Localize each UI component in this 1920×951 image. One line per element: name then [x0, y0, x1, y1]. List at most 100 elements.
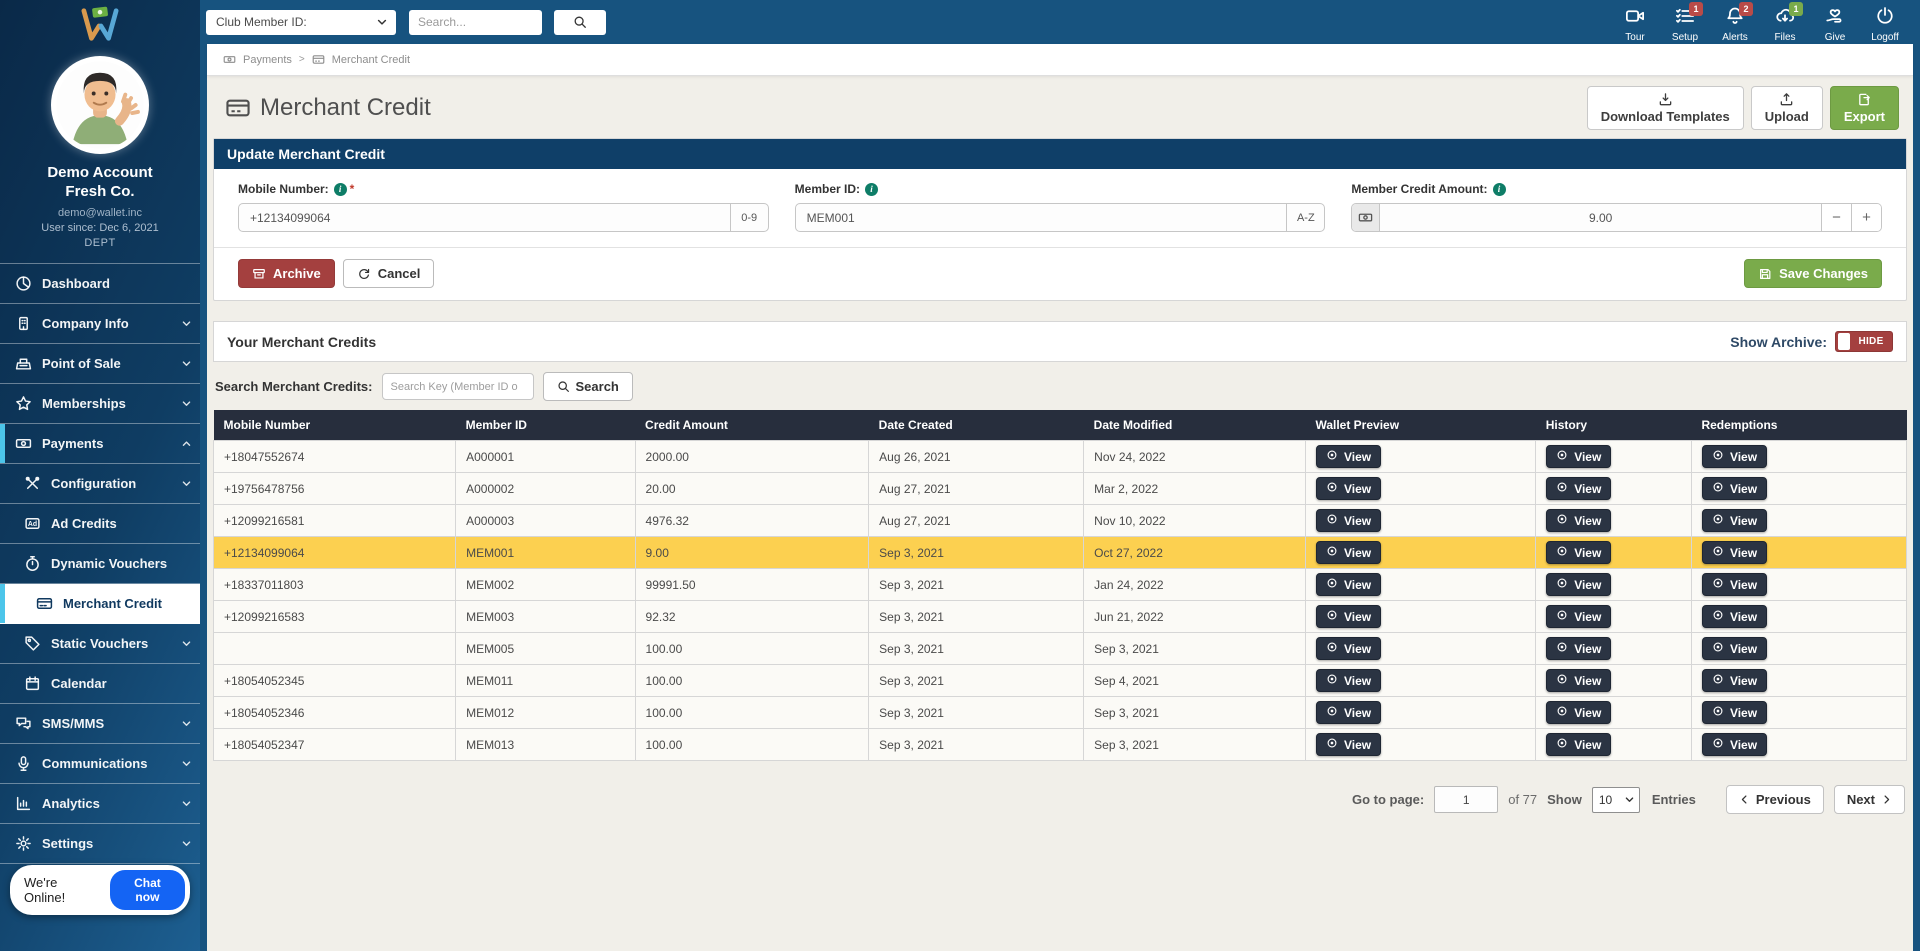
sidebar-item-payments[interactable]: Payments [0, 423, 200, 464]
history-view-button[interactable]: View [1546, 701, 1612, 724]
sidebar-item-label: Communications [42, 755, 148, 771]
next-page-button[interactable]: Next [1833, 785, 1905, 814]
redemptions-view-button[interactable]: View [1701, 509, 1768, 532]
history-view-button[interactable]: View [1546, 733, 1612, 756]
eye-icon [1326, 449, 1338, 464]
page-size-select[interactable]: 10 [1591, 786, 1640, 813]
redemptions-view-button[interactable]: View [1701, 541, 1768, 564]
previous-page-button[interactable]: Previous [1725, 785, 1824, 814]
history-view-button[interactable]: View [1546, 669, 1612, 692]
cell-mobile: +18054052346 [212, 696, 457, 729]
export-button[interactable]: Export [1829, 86, 1899, 130]
logoff-button[interactable]: Logoff [1864, 1, 1906, 43]
notification-badge: 1 [1789, 2, 1803, 16]
cancel-button[interactable]: Cancel [342, 259, 435, 288]
give-button[interactable]: Give [1814, 1, 1856, 43]
files-button[interactable]: Files 1 [1764, 1, 1806, 43]
cell-created: Sep 3, 2021 [868, 696, 1085, 729]
redemptions-view-button[interactable]: View [1701, 445, 1768, 468]
redemptions-view-button[interactable]: View [1701, 573, 1768, 596]
sidebar-item-dynamic-vouchers[interactable]: Dynamic Vouchers [0, 544, 200, 584]
table-row[interactable]: +12099216583 MEM003 92.32 Sep 3, 2021 Jun 21… [212, 600, 1908, 633]
merchant-credits-table: Mobile Number Member ID Credit Amount Date … [212, 410, 1908, 761]
table-row[interactable]: +18047552674 A000001 2000.00 Aug 26, 2021 No… [212, 440, 1908, 473]
redemptions-view-button[interactable]: View [1701, 701, 1768, 724]
table-row[interactable]: +12134099064 MEM001 9.00 Sep 3, 2021 Oct 27,… [212, 536, 1908, 569]
alerts-button[interactable]: Alerts 2 [1714, 1, 1756, 43]
page-title: Merchant Credit [225, 94, 431, 122]
table-row[interactable]: +18054052347 MEM013 100.00 Sep 3, 2021 Sep 3… [212, 728, 1908, 761]
redemptions-view-button[interactable]: View [1701, 637, 1768, 660]
cell-action: View [1690, 632, 1908, 665]
eye-icon [1712, 673, 1724, 688]
sidebar-item-analytics[interactable]: Analytics [0, 784, 200, 824]
chat-now-button[interactable]: Chat now [109, 870, 185, 910]
redemptions-view-button[interactable]: View [1701, 733, 1768, 756]
sidebar-item-dashboard[interactable]: Dashboard [0, 264, 200, 304]
sidebar-item-settings[interactable]: Settings [0, 824, 200, 864]
wallet-preview-view-button[interactable]: View [1315, 477, 1382, 500]
wallet-preview-view-button[interactable]: View [1315, 445, 1382, 468]
table-row[interactable]: MEM005 100.00 Sep 3, 2021 Sep 3, 2021 View Vi… [212, 632, 1908, 665]
mobile-number-input[interactable] [239, 204, 730, 231]
sidebar-item-ad-credits[interactable]: Ad Ad Credits [0, 504, 200, 544]
cell-member_id: MEM003 [455, 600, 636, 633]
table-row[interactable]: +19756478756 A000002 20.00 Aug 27, 2021 Mar … [212, 472, 1908, 505]
wallet-preview-view-button[interactable]: View [1315, 541, 1382, 564]
setup-button[interactable]: Setup 1 [1664, 1, 1706, 43]
history-view-button[interactable]: View [1546, 637, 1612, 660]
sidebar-item-company-info[interactable]: Company Info [0, 304, 200, 344]
history-view-button[interactable]: View [1546, 445, 1612, 468]
table-row[interactable]: +12099216581 A000003 4976.32 Aug 27, 2021 No… [212, 504, 1908, 537]
redemptions-view-button[interactable]: View [1701, 669, 1768, 692]
cell-mobile: +18047552674 [212, 440, 457, 473]
history-view-button[interactable]: View [1546, 605, 1612, 628]
wallet-preview-view-button[interactable]: View [1315, 509, 1382, 532]
sidebar-item-merchant-credit[interactable]: Merchant Credit [0, 583, 200, 624]
decrement-button[interactable]: − [1821, 204, 1851, 231]
sidebar-item-point-of-sale[interactable]: Point of Sale [0, 344, 200, 384]
redemptions-view-button[interactable]: View [1701, 477, 1768, 500]
save-changes-button[interactable]: Save Changes [1744, 259, 1882, 288]
club-member-id-select[interactable]: Club Member ID: [206, 9, 396, 35]
archive-button[interactable]: Archive [238, 259, 335, 288]
table-row[interactable]: +18054052346 MEM012 100.00 Sep 3, 2021 Sep 3… [212, 696, 1908, 729]
tour-button[interactable]: Tour [1614, 1, 1656, 43]
wallet-preview-view-button[interactable]: View [1315, 605, 1382, 628]
wallet-preview-view-button[interactable]: View [1315, 669, 1382, 692]
redemptions-view-button[interactable]: View [1701, 605, 1768, 628]
wallet-preview-view-button[interactable]: View [1315, 573, 1382, 596]
history-view-button[interactable]: View [1546, 573, 1612, 596]
history-view-button[interactable]: View [1546, 509, 1612, 532]
table-row[interactable]: +18337011803 MEM002 99991.50 Sep 3, 2021 Jan… [212, 568, 1908, 601]
upload-button[interactable]: Upload [1750, 86, 1823, 130]
sidebar-item-static-vouchers[interactable]: Static Vouchers [0, 624, 200, 664]
show-archive-toggle[interactable]: HIDE [1835, 331, 1893, 352]
wallet-preview-view-button[interactable]: View [1315, 701, 1382, 724]
history-view-button[interactable]: View [1546, 477, 1612, 500]
wallet-preview-view-button[interactable]: View [1315, 637, 1382, 660]
breadcrumb-merchant-credit[interactable]: Merchant Credit [331, 53, 411, 66]
wallet-preview-view-button[interactable]: View [1315, 733, 1382, 756]
increment-button[interactable]: + [1851, 204, 1881, 231]
breadcrumb-payments[interactable]: Payments [243, 53, 292, 66]
member-id-input[interactable] [795, 204, 1287, 231]
member-credit-amount-input[interactable] [1380, 204, 1821, 231]
download-templates-button[interactable]: Download Templates [1586, 86, 1744, 130]
sidebar-item-communications[interactable]: Communications [0, 744, 200, 784]
merchant-credits-search-button[interactable]: Search [542, 372, 633, 401]
sidebar-item-sms-mms[interactable]: SMS/MMS [0, 704, 200, 744]
sidebar-item-configuration[interactable]: Configuration [0, 464, 200, 504]
eye-icon [1326, 513, 1338, 528]
page-number-input[interactable] [1434, 786, 1499, 813]
global-search-button[interactable] [554, 9, 606, 35]
table-row[interactable]: +18054052345 MEM011 100.00 Sep 3, 2021 Sep 4… [212, 664, 1908, 697]
eye-icon [1556, 609, 1568, 624]
merchant-credits-search-input[interactable] [381, 373, 534, 400]
sidebar-item-calendar[interactable]: Calendar [0, 664, 200, 704]
history-view-button[interactable]: View [1546, 541, 1612, 564]
global-search-input[interactable] [409, 9, 542, 35]
sidebar-item-memberships[interactable]: Memberships [0, 384, 200, 424]
cell-action: View [1690, 696, 1908, 729]
